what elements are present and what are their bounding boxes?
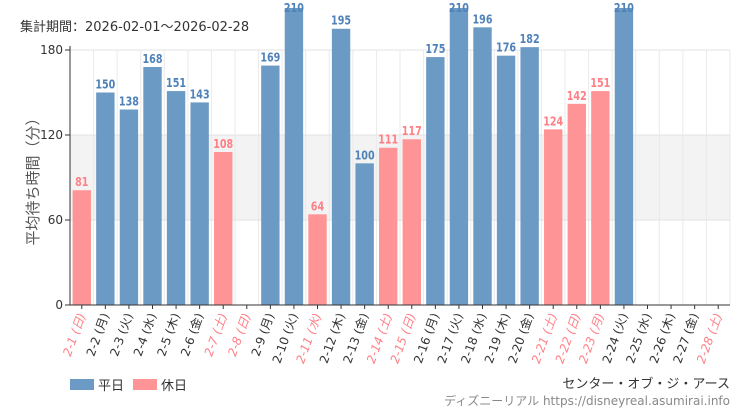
data-label: 169	[260, 51, 280, 65]
data-label: 100	[355, 148, 375, 162]
bar	[143, 67, 162, 305]
bar	[591, 91, 610, 305]
data-label: 151	[590, 76, 610, 90]
bar	[496, 55, 516, 305]
data-label: 195	[331, 14, 351, 28]
bar	[284, 8, 304, 305]
data-label: 108	[213, 137, 233, 151]
bar	[214, 152, 233, 305]
bar	[473, 27, 492, 305]
bar	[355, 163, 374, 305]
data-label: 117	[402, 124, 422, 138]
legend-label-holiday: 休日	[161, 379, 187, 394]
bar	[567, 103, 586, 305]
watermark: ディズニーリアル https://disneyreal.asumirai.inf…	[444, 393, 730, 408]
bar	[449, 8, 469, 305]
data-label: 64	[311, 199, 325, 213]
bar	[426, 57, 445, 306]
data-label: 143	[190, 87, 210, 101]
y-tick-label: 60	[48, 213, 63, 227]
attraction-name: センター・オブ・ジ・アース	[562, 376, 730, 392]
bar	[544, 129, 563, 305]
legend-label-weekday: 平日	[98, 379, 124, 394]
data-label: 150	[95, 77, 115, 91]
data-label: 151	[166, 76, 186, 90]
legend-swatch-holiday	[133, 379, 157, 390]
bar	[520, 47, 539, 306]
bar	[402, 139, 421, 305]
data-label: 210	[284, 1, 304, 15]
data-label: 176	[496, 41, 516, 55]
bar	[72, 190, 91, 305]
data-label: 138	[119, 94, 139, 108]
bar	[331, 28, 351, 305]
bar	[614, 8, 634, 305]
data-label: 142	[567, 89, 587, 103]
data-label: 81	[75, 175, 88, 189]
data-label: 124	[543, 114, 563, 128]
bar	[261, 65, 280, 305]
data-label: 210	[614, 1, 634, 15]
legend-swatch-weekday	[70, 379, 94, 390]
bar	[379, 147, 398, 305]
bar	[119, 109, 139, 305]
bar	[96, 92, 115, 305]
data-label: 111	[378, 133, 398, 147]
legend: 平日 休日	[70, 379, 187, 394]
y-axis-label: 平均待ち時間（分）	[24, 110, 42, 245]
y-tick-label: 120	[40, 128, 63, 142]
bar	[308, 214, 327, 305]
y-tick-label: 180	[40, 43, 63, 57]
bar	[190, 102, 209, 306]
chart-title: 集計期間：2026-02-01～2026-02-28	[20, 19, 249, 35]
data-label: 168	[142, 52, 162, 66]
data-label: 196	[472, 12, 492, 26]
data-label: 175	[425, 42, 445, 56]
bar	[166, 91, 186, 305]
data-label: 182	[520, 32, 540, 46]
data-label: 210	[449, 1, 469, 15]
y-tick-label: 0	[55, 298, 63, 312]
